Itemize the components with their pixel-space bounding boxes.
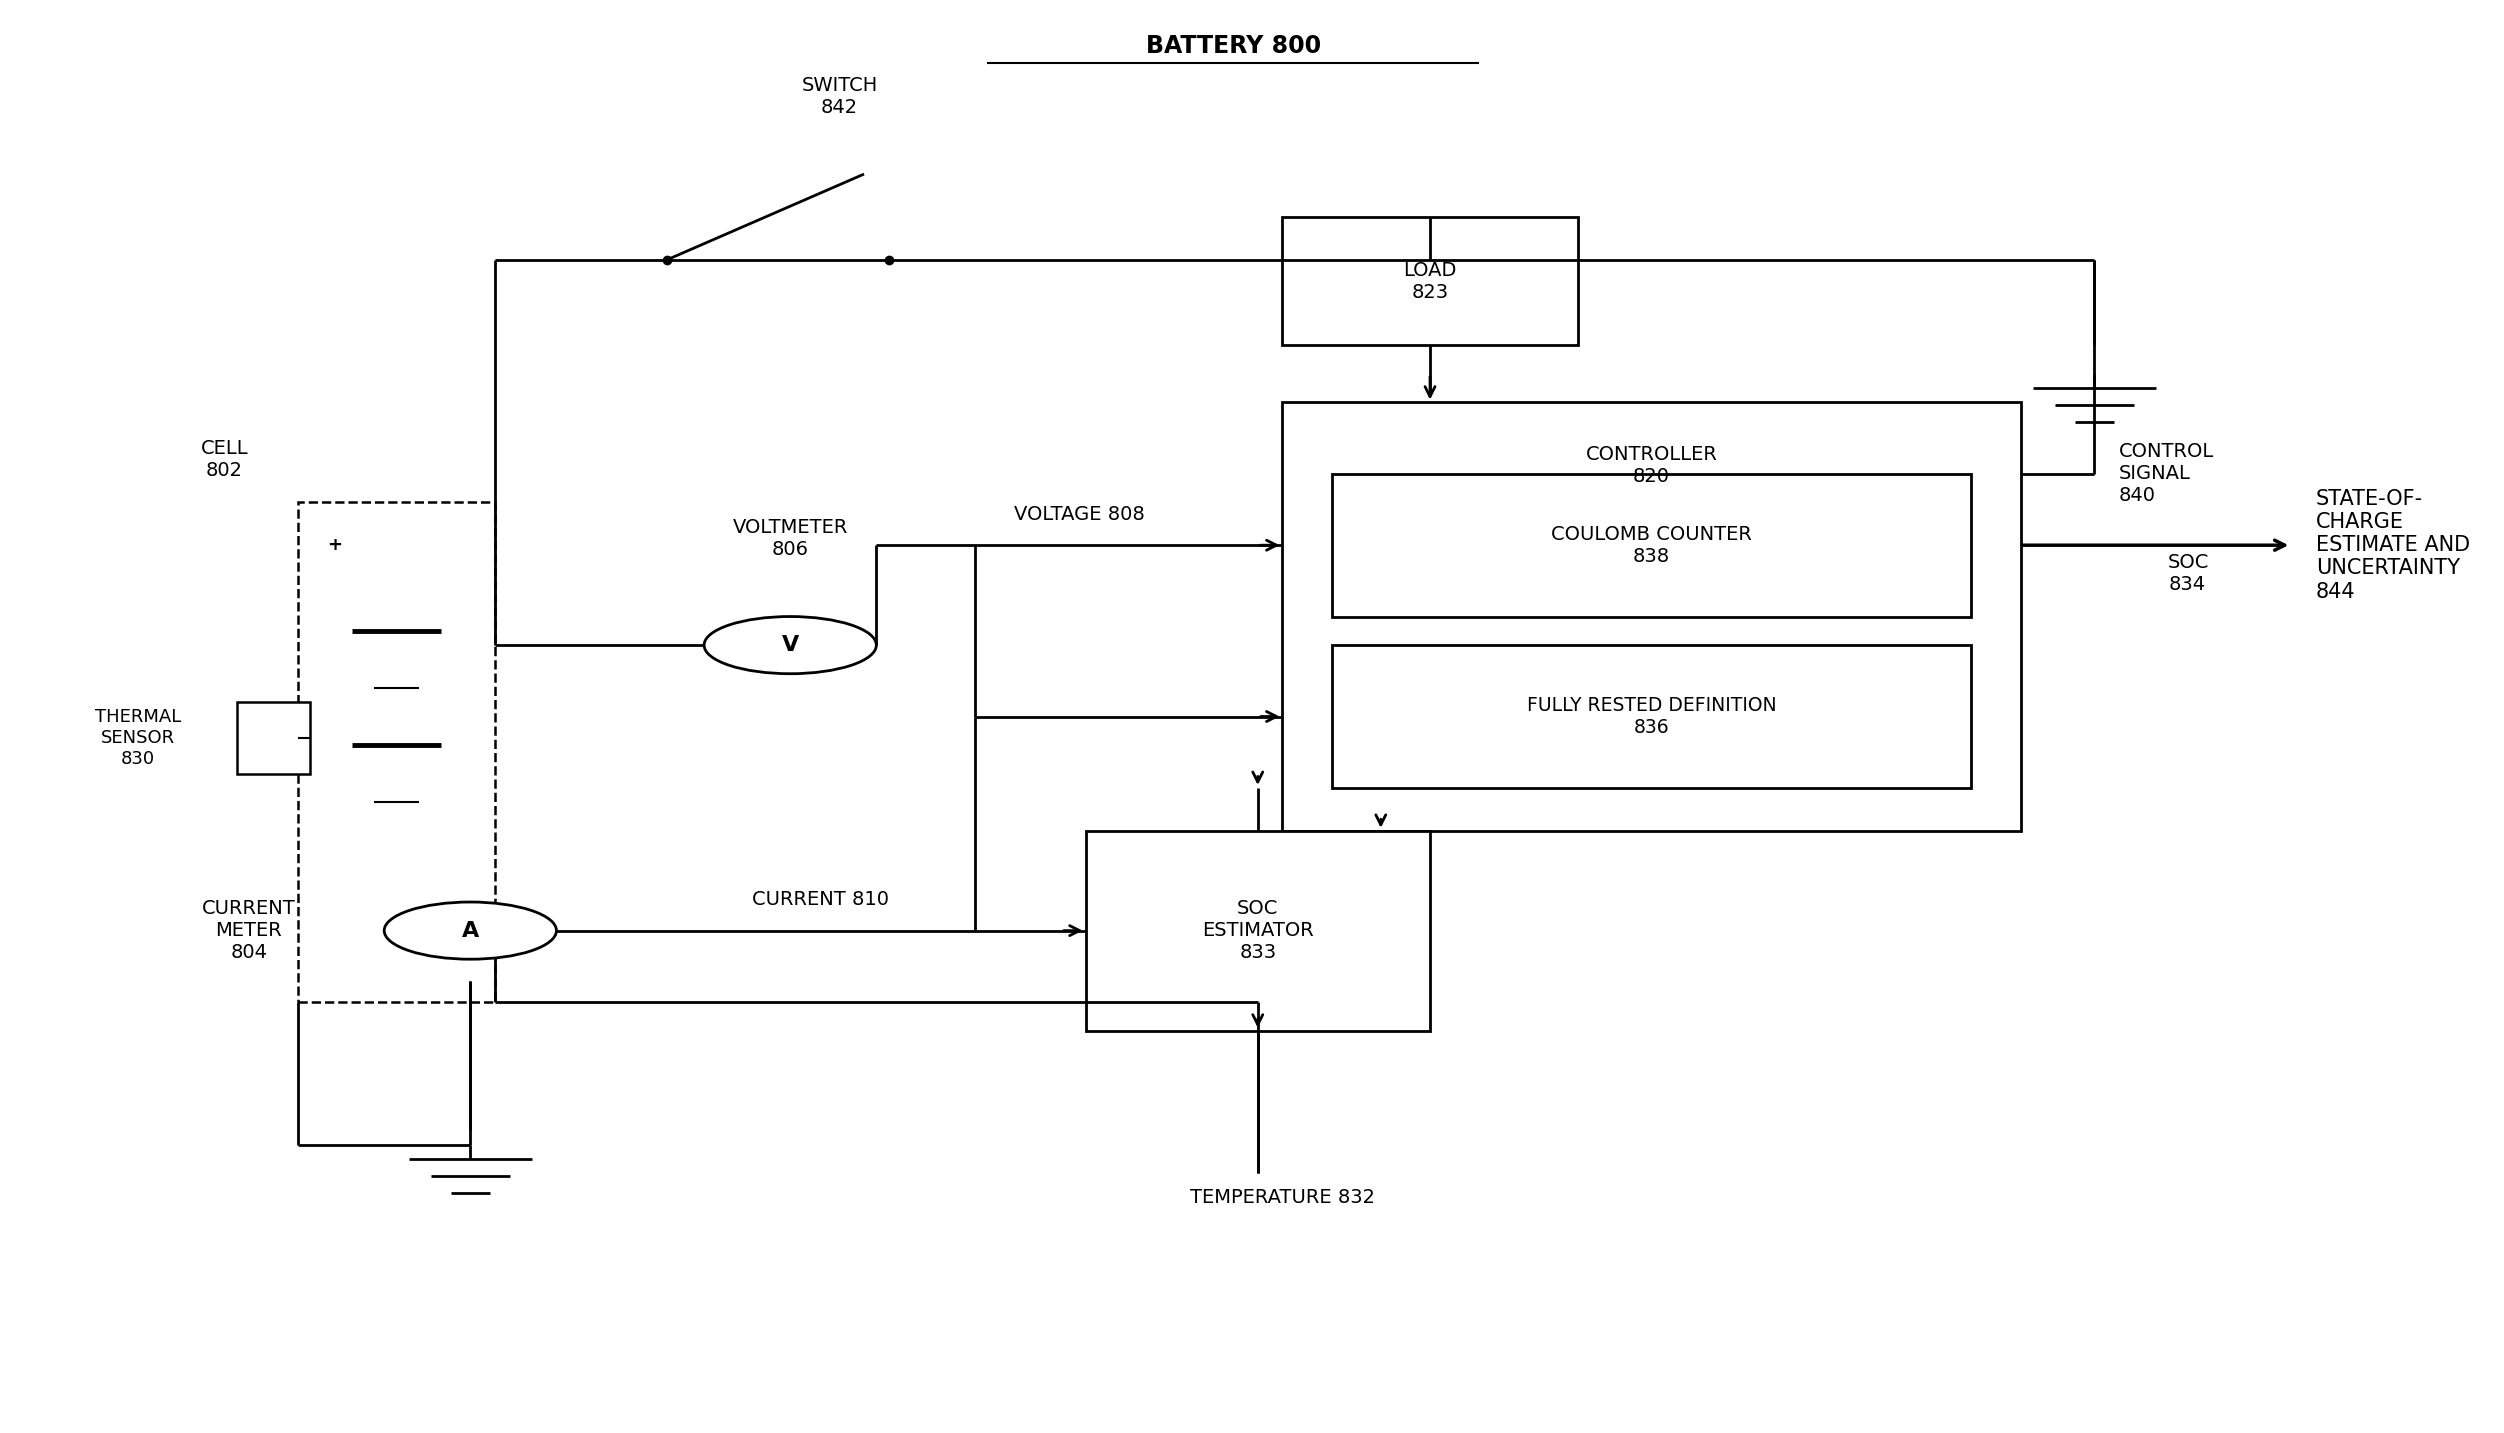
Text: +: + [328, 536, 343, 555]
Ellipse shape [704, 616, 876, 674]
Text: FULLY RESTED DEFINITION
836: FULLY RESTED DEFINITION 836 [1527, 696, 1775, 737]
Text: CONTROL
SIGNAL
840: CONTROL SIGNAL 840 [2118, 443, 2214, 506]
Text: CURRENT 810: CURRENT 810 [754, 890, 889, 909]
Text: COULOMB COUNTER
838: COULOMB COUNTER 838 [1550, 524, 1753, 566]
Text: CELL
802: CELL 802 [200, 438, 248, 480]
Text: CURRENT
METER
804: CURRENT METER 804 [203, 898, 295, 962]
Text: TEMPERATURE 832: TEMPERATURE 832 [1189, 1188, 1375, 1207]
Text: SWITCH
842: SWITCH 842 [801, 76, 876, 118]
Text: BATTERY 800: BATTERY 800 [1147, 33, 1320, 57]
Bar [298, 503, 496, 1002]
Bar [1087, 831, 1430, 1030]
Text: THERMAL
SENSOR
830: THERMAL SENSOR 830 [95, 708, 180, 768]
Ellipse shape [383, 901, 556, 959]
Text: CONTROLLER
820: CONTROLLER 820 [1585, 446, 1718, 486]
Bar [1332, 474, 1971, 616]
Text: STATE-OF-
CHARGE
ESTIMATE AND
UNCERTAINTY
844: STATE-OF- CHARGE ESTIMATE AND UNCERTAINT… [2316, 489, 2469, 602]
Text: SOC
834: SOC 834 [2168, 553, 2209, 595]
Text: LOAD
823: LOAD 823 [1402, 261, 1457, 301]
Bar [1282, 403, 2021, 831]
Text: V: V [781, 635, 799, 655]
Bar [1282, 216, 1578, 345]
Text: VOLTMETER
806: VOLTMETER 806 [734, 519, 849, 559]
Text: SOC
ESTIMATOR
833: SOC ESTIMATOR 833 [1202, 898, 1315, 962]
Text: A: A [461, 920, 478, 940]
Bar [1332, 645, 1971, 788]
Text: VOLTAGE 808: VOLTAGE 808 [1014, 504, 1144, 524]
Bar [235, 702, 310, 774]
